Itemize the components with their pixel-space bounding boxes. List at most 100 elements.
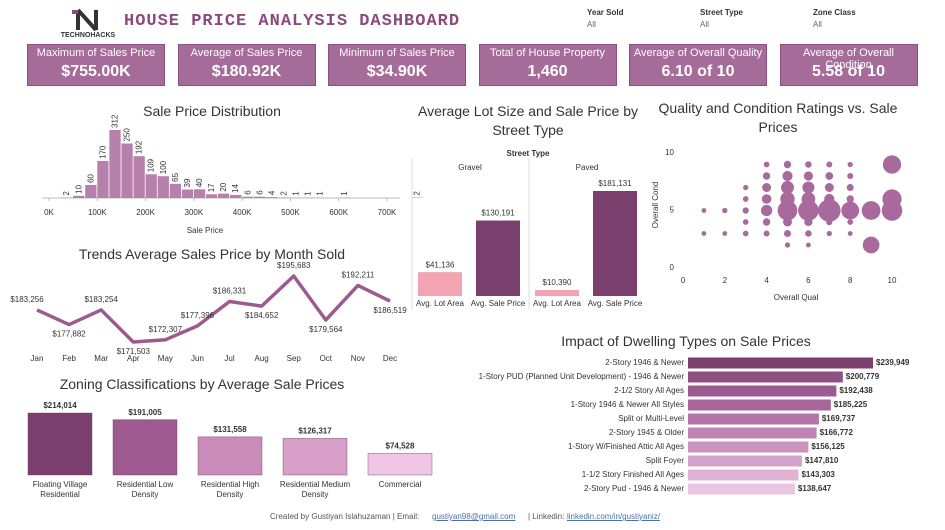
bubble [824, 183, 834, 192]
bubble [882, 155, 902, 174]
bubble [722, 207, 728, 214]
bar-value-label: 20 [219, 182, 228, 191]
bar-value-label: 192 [135, 140, 144, 154]
chart-title: Sale Price Distribution [143, 103, 281, 119]
histogram-bar [230, 194, 242, 198]
histogram-bar [218, 193, 230, 198]
logo-icon [68, 8, 108, 32]
y-tick-label: 1-1/2 Story Finished All Ages [582, 470, 684, 479]
bar-value-label: 2 [412, 191, 421, 196]
bar-value-label: 39 [183, 178, 192, 187]
bubble [818, 199, 841, 222]
point-label: $183,256 [10, 295, 44, 304]
bubble [722, 231, 728, 236]
histogram-bar [133, 156, 145, 198]
histogram-bar [193, 189, 206, 198]
y-tick-label: 0 [670, 263, 675, 272]
kpi-label: Average of Overall Quality [633, 47, 763, 59]
bubble [847, 161, 853, 168]
bar-value-label: 10 [74, 184, 83, 193]
facet-category: Gravel [458, 163, 482, 172]
x-tick-label: Aug [255, 354, 269, 363]
bar-value-label: $74,528 [386, 442, 415, 451]
bubble [743, 184, 749, 191]
bubble [803, 171, 814, 181]
bubble [847, 173, 854, 179]
filter-label[interactable]: Zone Class [813, 8, 856, 17]
bar [282, 438, 348, 476]
bar [476, 220, 520, 296]
x-tick-label: 200K [136, 208, 155, 217]
footer-linkedin[interactable]: linkedin.com/in/gustiyaniz/ [567, 512, 660, 521]
bar [418, 272, 462, 296]
point-label: $179,564 [309, 325, 343, 334]
facet-label: Street Type [507, 149, 551, 158]
x-tick-label: Apr [127, 354, 140, 363]
bubble [742, 207, 749, 214]
histogram-bar [157, 176, 169, 198]
x-tick-label: Residential Medium Density [279, 480, 351, 499]
bar-value-label: $131,558 [213, 425, 247, 434]
x-tick-label: Residential High Density [200, 480, 260, 499]
bubble [781, 181, 794, 194]
y-tick-label: Split Foyer [646, 456, 685, 465]
x-tick-label: 4 [764, 276, 769, 285]
series-label: Avg. Lot Area [533, 299, 581, 308]
bar-value-label: $191,005 [128, 408, 162, 417]
point-label: $171,503 [117, 347, 151, 356]
bubble [782, 170, 793, 182]
bubble [798, 200, 819, 221]
y-tick-label: 1-Story 1946 & Newer All Styles [571, 400, 684, 409]
bar-value-label: 1 [292, 191, 301, 196]
x-tick-label: Oct [320, 354, 333, 363]
x-tick-label: 6 [806, 276, 811, 285]
histogram-bar [181, 189, 194, 198]
bubble [701, 208, 707, 213]
x-tick-label: 8 [848, 276, 853, 285]
bar [593, 191, 637, 296]
y-tick-label: 2-1/2 Story All Ages [614, 386, 684, 395]
bar-value-label: 17 [207, 183, 216, 192]
kpi-label: Total of House Property [490, 47, 605, 59]
histogram-bar [242, 196, 254, 198]
facet-category: Paved [576, 163, 599, 172]
filter-value[interactable]: All [587, 20, 596, 29]
bubble [783, 160, 792, 169]
chart-title: Trends Average Sales Price by Month Sold [78, 246, 346, 262]
footer-email[interactable]: gustiyan98@gmail.com [432, 512, 516, 521]
kpi-value: $34.90K [366, 63, 428, 80]
bar [688, 357, 873, 369]
filter-label[interactable]: Street Type [700, 8, 743, 17]
dashboard-title: HOUSE PRICE ANALYSIS DASHBOARD [124, 12, 461, 31]
filter-label[interactable]: Year Sold [587, 8, 624, 17]
y-tick-label: Split or Multi-Level [618, 414, 684, 423]
bubble [841, 201, 860, 220]
point-label: $184,652 [245, 311, 279, 320]
bar [688, 483, 795, 495]
point-label: $177,882 [52, 330, 86, 339]
bubble [847, 231, 853, 236]
x-tick-label: Jul [224, 354, 234, 363]
x-tick-label: Sep [287, 354, 302, 363]
bar-value-label: 4 [267, 190, 276, 195]
kpi-value: $180.92K [211, 63, 282, 80]
point-label: $172,307 [149, 325, 183, 334]
x-tick-label: 700K [378, 208, 397, 217]
y-axis-label: Overall Cond [651, 182, 660, 229]
filter-value[interactable]: All [700, 20, 709, 29]
x-tick-label: 300K [185, 208, 204, 217]
bar-value-label: 170 [98, 145, 107, 159]
bar [688, 385, 837, 397]
bubble [825, 172, 834, 180]
bubble [826, 230, 832, 237]
bar-value-label: 1 [304, 191, 313, 196]
x-tick-label: Mar [94, 354, 108, 363]
kpi-label: Average of Overall Condition [803, 47, 894, 71]
histogram-bar [169, 183, 181, 198]
histogram-bar [109, 130, 121, 198]
kpi-value: 1,460 [527, 63, 568, 80]
bar-value-label: 6 [255, 190, 264, 195]
filter-value[interactable]: All [813, 20, 822, 29]
